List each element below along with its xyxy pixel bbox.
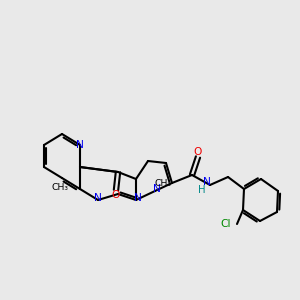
Text: O: O: [194, 147, 202, 157]
Text: N: N: [153, 184, 161, 194]
Text: N: N: [134, 193, 142, 203]
Text: N: N: [203, 177, 211, 187]
Text: H: H: [198, 185, 206, 195]
Text: N: N: [76, 140, 84, 150]
Text: O: O: [112, 190, 120, 200]
Text: CH₃: CH₃: [154, 178, 172, 188]
Text: CH₃: CH₃: [52, 184, 68, 193]
Text: Cl: Cl: [220, 219, 231, 229]
Text: N: N: [94, 193, 102, 203]
